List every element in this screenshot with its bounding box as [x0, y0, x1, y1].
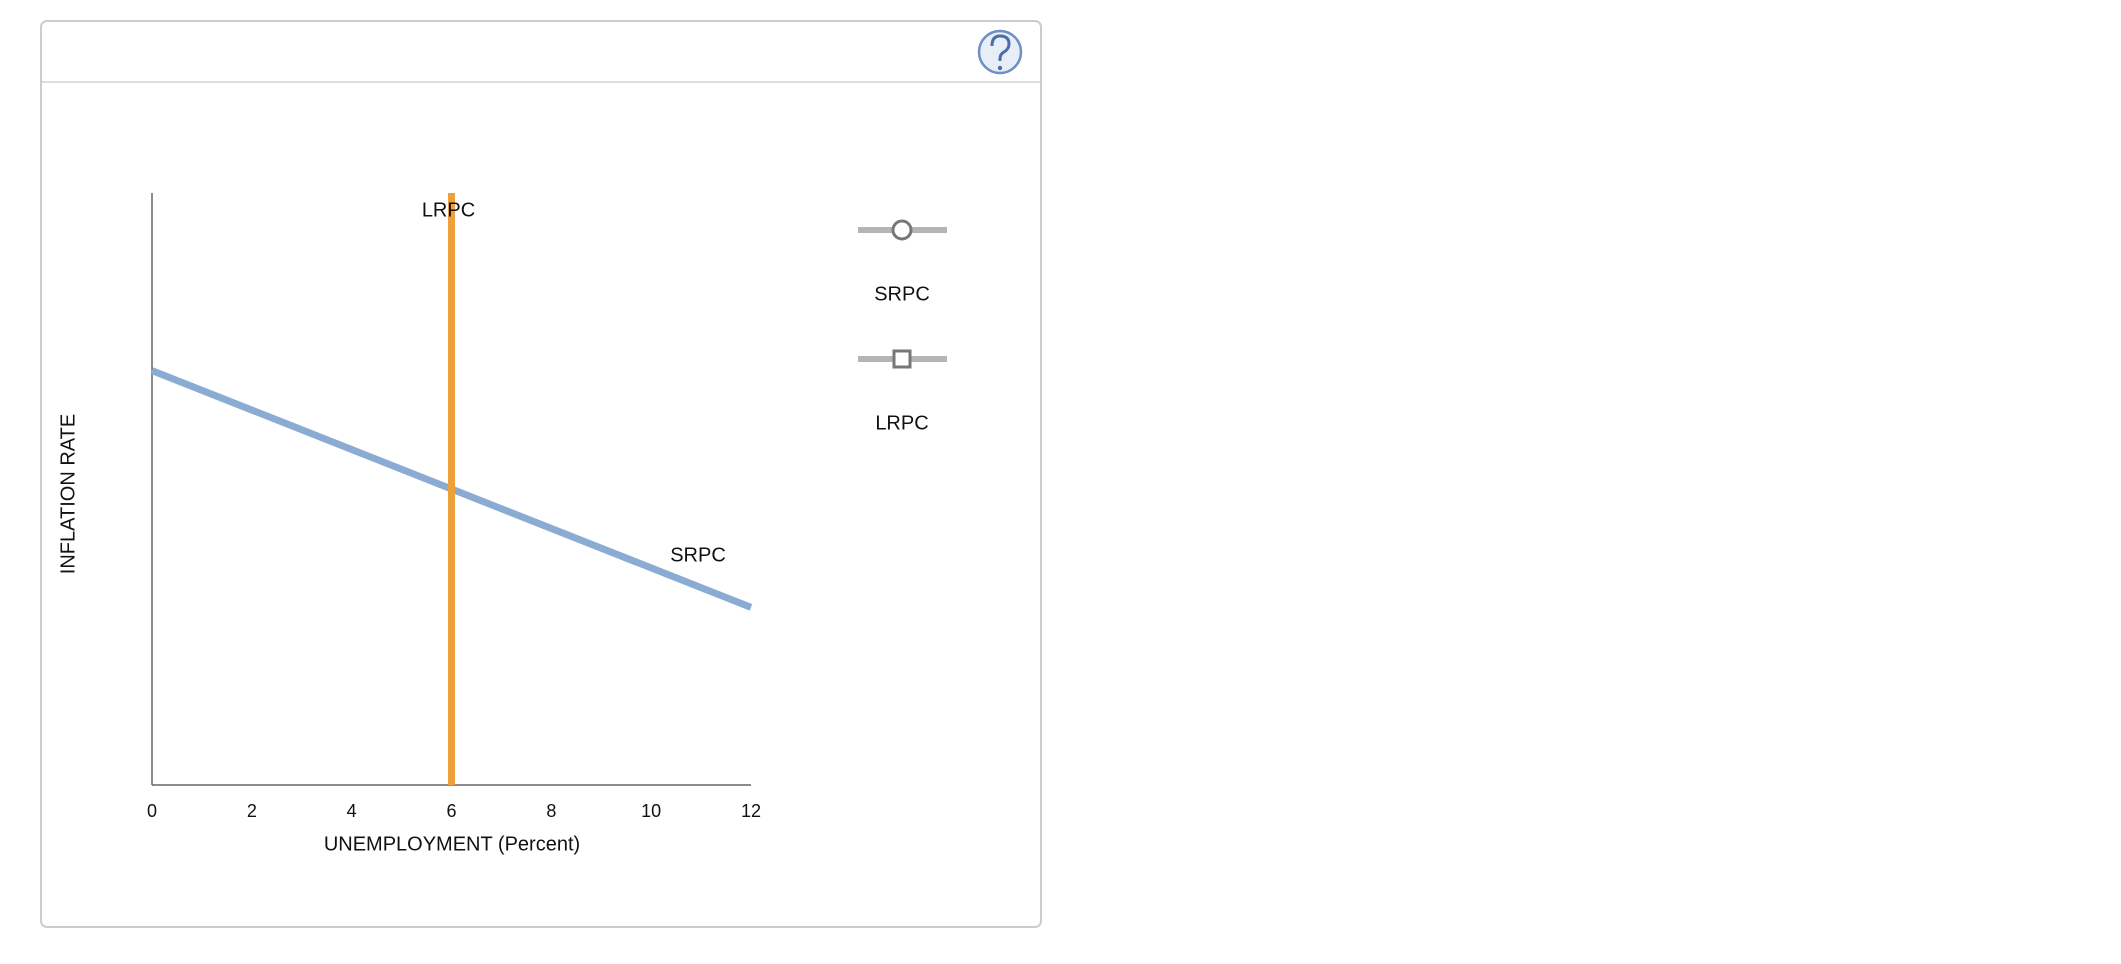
x-tick-label: 2 — [247, 801, 257, 821]
srpc-tool-handle[interactable] — [891, 219, 913, 241]
help-button[interactable] — [977, 29, 1023, 75]
help-glyph[interactable] — [990, 34, 1011, 61]
curve-label: LRPC — [422, 199, 475, 221]
srpc-tool-label[interactable]: SRPC — [874, 283, 930, 305]
x-axis-title: UNEMPLOYMENT (Percent) — [324, 833, 580, 855]
panel — [40, 20, 1042, 928]
x-tick-label: 6 — [446, 801, 456, 821]
x-tick-label: 10 — [641, 801, 661, 821]
curve-label: SRPC — [670, 545, 726, 567]
help-circle[interactable] — [977, 29, 1023, 75]
lrpc-tool-handle[interactable] — [892, 349, 912, 369]
x-tick-label: 4 — [347, 801, 357, 821]
x-tick-label: 8 — [546, 801, 556, 821]
y-axis-title: INFLATION RATE — [57, 414, 79, 574]
lrpc-tool-label[interactable]: LRPC — [875, 412, 928, 434]
x-tick-label: 12 — [741, 801, 761, 821]
x-tick-label: 0 — [147, 801, 157, 821]
tool-palette: SRPC LRPC — [858, 219, 947, 434]
help-dot[interactable] — [997, 65, 1003, 71]
